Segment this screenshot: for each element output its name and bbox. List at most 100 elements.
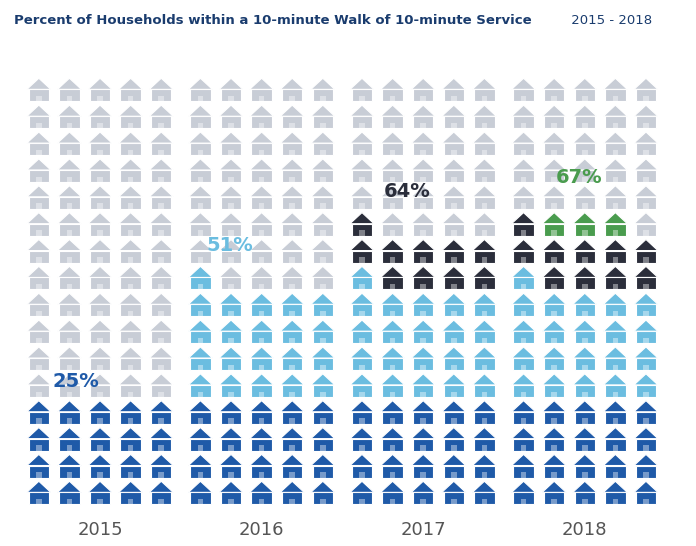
Polygon shape	[58, 159, 81, 170]
Polygon shape	[118, 159, 143, 170]
Polygon shape	[282, 170, 302, 182]
Polygon shape	[351, 331, 372, 343]
Polygon shape	[544, 412, 564, 424]
Polygon shape	[413, 224, 434, 236]
Bar	[290, 472, 295, 478]
Polygon shape	[381, 132, 404, 143]
Polygon shape	[27, 347, 51, 358]
Polygon shape	[90, 90, 110, 102]
Polygon shape	[635, 143, 656, 155]
Bar	[482, 176, 487, 182]
Polygon shape	[635, 224, 656, 236]
Polygon shape	[351, 412, 372, 424]
Bar	[359, 472, 365, 478]
Polygon shape	[280, 481, 304, 492]
Bar	[482, 472, 487, 478]
Polygon shape	[27, 240, 51, 251]
Bar	[159, 472, 164, 478]
Polygon shape	[120, 492, 141, 505]
Polygon shape	[542, 212, 566, 224]
Polygon shape	[58, 293, 81, 304]
Bar	[521, 472, 526, 478]
Polygon shape	[512, 374, 536, 385]
Polygon shape	[219, 105, 243, 116]
Bar	[128, 150, 134, 155]
Polygon shape	[575, 90, 595, 102]
Polygon shape	[120, 224, 141, 236]
Polygon shape	[120, 385, 141, 397]
Bar	[198, 284, 203, 289]
Polygon shape	[635, 385, 656, 397]
Polygon shape	[514, 304, 534, 316]
Polygon shape	[313, 143, 333, 155]
Bar	[36, 257, 42, 263]
Polygon shape	[251, 358, 272, 370]
Bar	[198, 445, 203, 450]
Polygon shape	[221, 412, 242, 424]
Bar	[420, 445, 426, 450]
Polygon shape	[251, 385, 272, 397]
Polygon shape	[575, 358, 595, 370]
Polygon shape	[575, 412, 595, 424]
Polygon shape	[382, 385, 403, 397]
Bar	[582, 284, 587, 289]
Bar	[36, 230, 42, 236]
Bar	[290, 257, 295, 263]
Polygon shape	[282, 197, 302, 209]
Text: Percent of Households within a 10-minute Walk of 10-minute Service: Percent of Households within a 10-minute…	[14, 14, 532, 27]
Polygon shape	[443, 170, 464, 182]
Bar	[420, 391, 426, 397]
Bar	[198, 257, 203, 263]
Bar	[451, 338, 457, 343]
Polygon shape	[221, 197, 242, 209]
Bar	[482, 365, 487, 370]
Text: 64%: 64%	[383, 182, 430, 201]
Polygon shape	[542, 428, 566, 438]
Polygon shape	[603, 347, 627, 358]
Polygon shape	[350, 186, 374, 197]
Polygon shape	[250, 320, 274, 331]
Polygon shape	[59, 304, 79, 316]
Bar	[159, 338, 164, 343]
Bar	[290, 338, 295, 343]
Polygon shape	[351, 251, 372, 263]
Bar	[128, 257, 134, 263]
Polygon shape	[313, 224, 333, 236]
Polygon shape	[29, 90, 49, 102]
Polygon shape	[118, 320, 143, 331]
Bar	[36, 311, 42, 316]
Polygon shape	[251, 224, 272, 236]
Bar	[128, 418, 134, 424]
Polygon shape	[603, 293, 627, 304]
Bar	[198, 150, 203, 155]
Polygon shape	[58, 320, 81, 331]
Bar	[482, 445, 487, 450]
Polygon shape	[573, 159, 596, 170]
Polygon shape	[280, 401, 304, 412]
Polygon shape	[542, 132, 566, 143]
Polygon shape	[221, 331, 242, 343]
Polygon shape	[443, 90, 464, 102]
Polygon shape	[151, 251, 171, 263]
Polygon shape	[442, 159, 466, 170]
Polygon shape	[411, 132, 435, 143]
Polygon shape	[251, 412, 272, 424]
Bar	[320, 499, 326, 505]
Bar	[582, 445, 587, 450]
Polygon shape	[221, 438, 242, 450]
Bar	[97, 365, 103, 370]
Polygon shape	[474, 224, 495, 236]
Polygon shape	[474, 331, 495, 343]
Bar	[259, 311, 264, 316]
Polygon shape	[120, 143, 141, 155]
Bar	[612, 311, 618, 316]
Polygon shape	[634, 240, 658, 251]
Polygon shape	[573, 240, 596, 251]
Polygon shape	[311, 481, 335, 492]
Polygon shape	[351, 143, 372, 155]
Polygon shape	[350, 401, 374, 412]
Bar	[390, 257, 395, 263]
Polygon shape	[575, 197, 595, 209]
Polygon shape	[603, 401, 627, 412]
Polygon shape	[542, 105, 566, 116]
